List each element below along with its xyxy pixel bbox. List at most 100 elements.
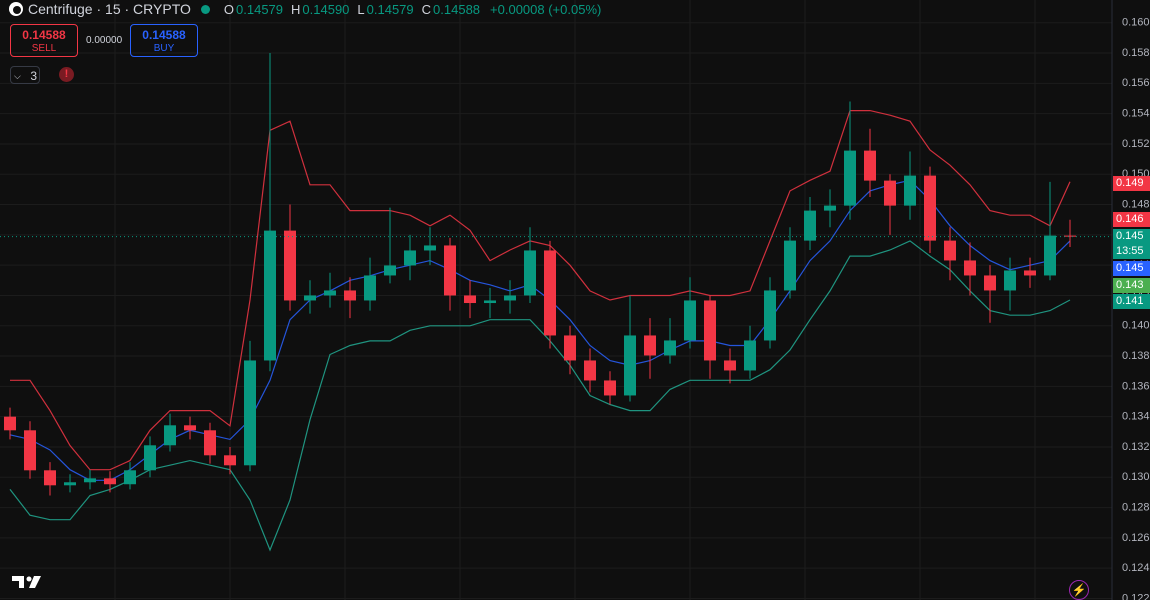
y-tick-label: 0.158 bbox=[1122, 47, 1150, 59]
price-label: 0.146 bbox=[1113, 212, 1150, 227]
sell-price: 0.14588 bbox=[22, 28, 66, 42]
price-label: 0.141 bbox=[1113, 294, 1150, 309]
y-tick-label: 0.132 bbox=[1122, 441, 1150, 453]
y-tick-label: 0.124 bbox=[1122, 562, 1150, 574]
candle-body bbox=[784, 240, 796, 291]
buy-button[interactable]: 0.14588 BUY bbox=[130, 24, 198, 57]
candle-body bbox=[264, 230, 276, 361]
price-label-text: 0.143 bbox=[1116, 279, 1144, 291]
candle-body bbox=[724, 360, 736, 371]
candle-body bbox=[664, 340, 676, 356]
price-label-text: 0.145 bbox=[1116, 230, 1144, 242]
candle-body bbox=[404, 250, 416, 266]
price-label-text: 0.141 bbox=[1116, 295, 1144, 307]
candle-body bbox=[224, 455, 236, 466]
market-status bbox=[200, 4, 210, 14]
ohlc-key: C bbox=[421, 1, 432, 17]
candle-body bbox=[384, 265, 396, 276]
candle-body bbox=[424, 245, 436, 251]
price-label: 0.145 13:55 bbox=[1113, 229, 1150, 259]
indicators-count: 3 bbox=[30, 69, 37, 83]
price-label: 0.149 bbox=[1113, 176, 1150, 191]
ohlc: O 0.14579 H 0.14590 L 0.14579 C 0.14588 bbox=[218, 2, 480, 17]
y-tick-label: 0.138 bbox=[1122, 350, 1150, 362]
candle-body bbox=[584, 360, 596, 381]
candle-body bbox=[244, 360, 256, 466]
candle-body bbox=[204, 430, 216, 456]
candle-body bbox=[1024, 270, 1036, 276]
candle-body bbox=[4, 416, 16, 431]
candle-body bbox=[644, 335, 656, 356]
candle-body bbox=[124, 470, 136, 485]
ohlc-value: 0.14590 bbox=[302, 1, 350, 17]
sell-label: SELL bbox=[31, 43, 57, 54]
candle-body bbox=[104, 478, 116, 485]
y-tick-label: 0.136 bbox=[1122, 380, 1150, 392]
candle-body bbox=[184, 425, 196, 431]
candle-body bbox=[824, 205, 836, 211]
price-label-text: 0.149 bbox=[1116, 177, 1144, 189]
candle-body bbox=[84, 478, 96, 483]
indicators-toggle[interactable]: ⌵ 3 bbox=[10, 66, 40, 84]
ohlc-value: 0.14588 bbox=[433, 1, 481, 17]
candle-body bbox=[844, 150, 856, 206]
ohlc-value: 0.14579 bbox=[236, 1, 284, 17]
band-line bbox=[9, 240, 1071, 552]
candle-body bbox=[1064, 235, 1076, 237]
candle-body bbox=[524, 250, 536, 296]
candle-body bbox=[984, 275, 996, 291]
price-label-text: 0.145 bbox=[1116, 262, 1144, 274]
candle-body bbox=[24, 430, 36, 471]
symbol-logo bbox=[9, 2, 23, 16]
candle-body bbox=[624, 335, 636, 396]
price-label: 0.145 bbox=[1113, 261, 1150, 276]
candle-body bbox=[144, 445, 156, 471]
candle-body bbox=[924, 175, 936, 241]
candle-body bbox=[364, 275, 376, 301]
y-tick-label: 0.160 bbox=[1122, 17, 1150, 29]
error-icon[interactable]: ! bbox=[59, 67, 74, 82]
sell-button[interactable]: 0.14588 SELL bbox=[10, 24, 78, 57]
candle-body bbox=[484, 300, 496, 304]
y-tick-label: 0.130 bbox=[1122, 471, 1150, 483]
candle-body bbox=[564, 335, 576, 361]
symbol-title[interactable]: Centrifuge · 15 · CRYPTO bbox=[28, 1, 191, 17]
candle-body bbox=[804, 210, 816, 241]
y-tick-label: 0.156 bbox=[1122, 77, 1150, 89]
candle-body bbox=[1044, 235, 1056, 276]
ohlc-value: 0.14579 bbox=[366, 1, 414, 17]
candle-body bbox=[764, 290, 776, 341]
ohlc-key: H bbox=[291, 1, 301, 17]
y-tick-label: 0.122 bbox=[1122, 592, 1150, 600]
y-tick-label: 0.152 bbox=[1122, 138, 1150, 150]
ohlc-key: L bbox=[357, 1, 365, 17]
candle-body bbox=[324, 290, 336, 296]
lightning-button[interactable]: ⚡ bbox=[1069, 580, 1089, 600]
price-label: 0.143 bbox=[1113, 278, 1150, 293]
y-tick-label: 0.128 bbox=[1122, 501, 1150, 513]
buy-price: 0.14588 bbox=[142, 28, 186, 42]
y-tick-label: 0.134 bbox=[1122, 411, 1150, 423]
candle-body bbox=[64, 482, 76, 486]
candle-body bbox=[964, 260, 976, 276]
candle-body bbox=[904, 175, 916, 206]
y-tick-label: 0.154 bbox=[1122, 108, 1150, 120]
candle-body bbox=[284, 230, 296, 301]
candle-body bbox=[744, 340, 756, 371]
chevron: ⌵ bbox=[14, 71, 21, 81]
change: +0.00008 (+0.05%) bbox=[490, 1, 602, 17]
candle-body bbox=[604, 380, 616, 396]
spread: 0.00000 bbox=[86, 35, 123, 46]
candle-body bbox=[464, 295, 476, 304]
buy-label: BUY bbox=[153, 43, 175, 54]
candle-body bbox=[544, 250, 556, 336]
ohlc-key: O bbox=[223, 1, 235, 17]
y-tick-label: 0.140 bbox=[1122, 320, 1150, 332]
candle-body bbox=[864, 150, 876, 181]
tv-logo[interactable] bbox=[12, 574, 44, 590]
candle-body bbox=[884, 180, 896, 206]
y-tick-label: 0.126 bbox=[1122, 532, 1150, 544]
price-label-text: 0.146 bbox=[1116, 213, 1144, 225]
candle-body bbox=[304, 295, 316, 301]
